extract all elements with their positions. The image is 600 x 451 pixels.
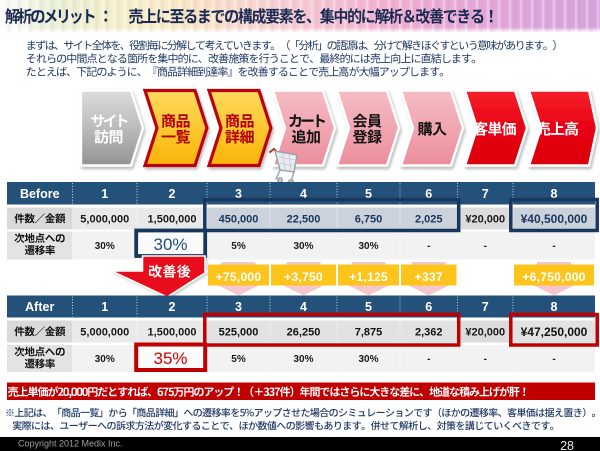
svg-text:30%: 30% xyxy=(358,354,378,365)
svg-text:Before: Before xyxy=(20,187,60,201)
svg-text:7: 7 xyxy=(482,300,489,314)
svg-text:¥20,000: ¥20,000 xyxy=(465,326,505,338)
svg-text:3: 3 xyxy=(235,300,242,314)
svg-text:30%: 30% xyxy=(293,241,313,252)
svg-text:5,000,000: 5,000,000 xyxy=(80,326,129,338)
svg-text:+6,750,000: +6,750,000 xyxy=(522,270,585,284)
svg-text:8: 8 xyxy=(551,300,558,314)
svg-text:2: 2 xyxy=(169,187,176,201)
svg-text:6: 6 xyxy=(425,300,432,314)
svg-text:Copyright 2012 Medix Inc.: Copyright 2012 Medix Inc. xyxy=(18,439,123,449)
svg-text:30%: 30% xyxy=(293,354,313,365)
svg-text:4: 4 xyxy=(300,300,307,314)
svg-text:5: 5 xyxy=(365,187,372,201)
svg-text:2,362: 2,362 xyxy=(415,326,443,338)
svg-text:¥47,250,000: ¥47,250,000 xyxy=(521,325,588,339)
svg-text:-: - xyxy=(427,241,430,252)
svg-text:450,000: 450,000 xyxy=(219,213,259,225)
svg-text:-: - xyxy=(484,241,487,252)
svg-text:3: 3 xyxy=(235,187,242,201)
svg-text:26,250: 26,250 xyxy=(287,326,321,338)
svg-text:-: - xyxy=(552,241,555,252)
svg-text:525,000: 525,000 xyxy=(219,326,259,338)
svg-text:4: 4 xyxy=(300,187,307,201)
svg-text:7,875: 7,875 xyxy=(355,326,383,338)
svg-text:6,750: 6,750 xyxy=(355,213,383,225)
svg-text:5%: 5% xyxy=(231,241,246,252)
svg-text:1: 1 xyxy=(101,300,108,314)
svg-text:28: 28 xyxy=(560,439,574,451)
svg-text:30%: 30% xyxy=(358,241,378,252)
svg-text:1: 1 xyxy=(101,187,108,201)
svg-text:5: 5 xyxy=(365,300,372,314)
svg-text:After: After xyxy=(25,300,54,314)
svg-text:30%: 30% xyxy=(95,241,115,252)
svg-text:22,500: 22,500 xyxy=(287,213,321,225)
svg-text:+337: +337 xyxy=(415,270,443,284)
svg-text:¥20,000: ¥20,000 xyxy=(465,213,505,225)
svg-text:30%: 30% xyxy=(95,354,115,365)
svg-text:-: - xyxy=(552,354,555,365)
svg-text:5%: 5% xyxy=(231,354,246,365)
svg-text:1,500,000: 1,500,000 xyxy=(148,213,197,225)
svg-text:30%: 30% xyxy=(153,235,187,254)
svg-text:-: - xyxy=(484,354,487,365)
svg-text:6: 6 xyxy=(425,187,432,201)
svg-text:2: 2 xyxy=(169,300,176,314)
svg-text:+75,000: +75,000 xyxy=(216,270,262,284)
svg-text:2,025: 2,025 xyxy=(415,213,443,225)
svg-text:+1,125: +1,125 xyxy=(349,270,388,284)
svg-text:¥40,500,000: ¥40,500,000 xyxy=(521,212,588,226)
svg-text:35%: 35% xyxy=(153,349,187,368)
svg-text:8: 8 xyxy=(551,187,558,201)
svg-text:7: 7 xyxy=(482,187,489,201)
svg-text:-: - xyxy=(427,354,430,365)
svg-text:1,500,000: 1,500,000 xyxy=(148,326,197,338)
svg-text:5,000,000: 5,000,000 xyxy=(80,213,129,225)
svg-text:+3,750: +3,750 xyxy=(284,270,323,284)
